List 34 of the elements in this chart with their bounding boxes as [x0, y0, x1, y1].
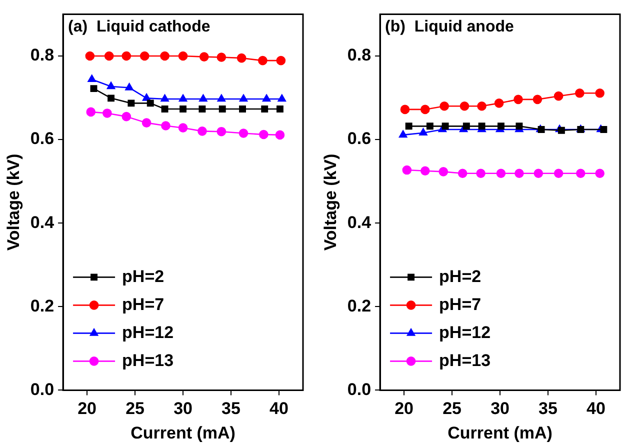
x-axis-title: Current (mA) [448, 423, 552, 442]
legend-label: pH=12 [439, 322, 491, 342]
y-tick-label: 0.2 [347, 296, 372, 316]
y-tick-label: 0.6 [347, 129, 372, 148]
x-tick-label: 30 [174, 399, 192, 418]
x-axis-title: Current (mA) [130, 423, 236, 442]
y-tick-label: 0.4 [347, 212, 372, 232]
y-tick-label: 0.2 [30, 296, 54, 316]
legend-label: pH=13 [122, 350, 174, 370]
y-tick-label: 0.0 [347, 380, 372, 399]
y-tick-label: 0.8 [30, 46, 54, 65]
legend-label: pH=7 [122, 294, 164, 314]
y-tick-label: 0.4 [30, 212, 55, 232]
x-tick-label: 35 [538, 399, 558, 418]
x-tick-label: 20 [78, 399, 96, 418]
y-axis-title: Voltage (kV) [4, 154, 23, 251]
chart-title: (a) Liquid cathode [68, 18, 210, 36]
x-tick-label: 40 [270, 399, 288, 418]
y-tick-label: 0.6 [30, 129, 54, 148]
legend-label: pH=13 [439, 350, 491, 370]
x-tick-label: 40 [586, 399, 606, 418]
legend-label: pH=7 [439, 294, 482, 314]
y-tick-label: 0.8 [347, 46, 372, 65]
legend-label: pH=2 [439, 266, 482, 286]
chart-title: (b) Liquid anode [385, 18, 514, 36]
x-tick-label: 25 [126, 399, 144, 418]
x-tick-label: 25 [442, 399, 462, 418]
x-tick-label: 20 [394, 399, 414, 418]
y-axis-title: Voltage (kV) [320, 154, 340, 251]
x-tick-label: 30 [490, 399, 510, 418]
y-tick-label: 0.0 [30, 380, 54, 399]
legend-label: pH=12 [122, 322, 174, 342]
legend-label: pH=2 [122, 266, 164, 286]
x-tick-label: 35 [222, 399, 240, 418]
